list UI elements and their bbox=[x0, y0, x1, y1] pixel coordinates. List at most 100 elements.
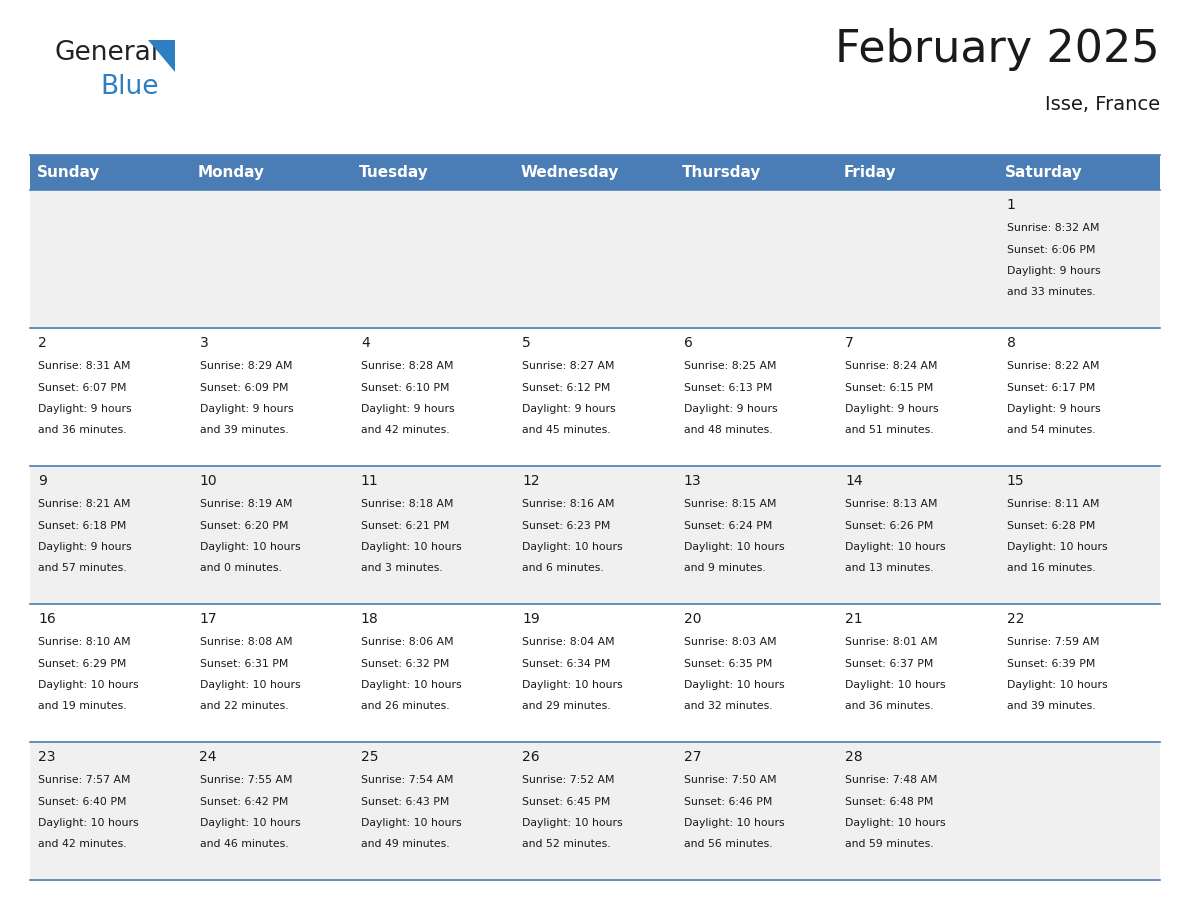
Text: and 0 minutes.: and 0 minutes. bbox=[200, 564, 282, 573]
Bar bbox=[514, 742, 676, 880]
Text: and 39 minutes.: and 39 minutes. bbox=[1006, 701, 1095, 711]
Text: Daylight: 9 hours: Daylight: 9 hours bbox=[200, 404, 293, 414]
Text: Daylight: 9 hours: Daylight: 9 hours bbox=[38, 404, 132, 414]
Text: Daylight: 9 hours: Daylight: 9 hours bbox=[684, 404, 777, 414]
Text: Monday: Monday bbox=[198, 165, 265, 180]
Bar bbox=[353, 328, 514, 466]
Text: and 42 minutes.: and 42 minutes. bbox=[38, 839, 127, 849]
Bar bbox=[676, 466, 838, 604]
Bar bbox=[999, 742, 1159, 880]
Text: Daylight: 10 hours: Daylight: 10 hours bbox=[523, 542, 623, 552]
Bar bbox=[30, 604, 191, 742]
Text: Sunrise: 8:10 AM: Sunrise: 8:10 AM bbox=[38, 637, 131, 647]
Text: 6: 6 bbox=[684, 336, 693, 351]
Text: 17: 17 bbox=[200, 612, 217, 626]
Text: Sunset: 6:37 PM: Sunset: 6:37 PM bbox=[845, 658, 934, 668]
Text: and 36 minutes.: and 36 minutes. bbox=[38, 425, 127, 435]
Bar bbox=[838, 328, 999, 466]
Text: 20: 20 bbox=[684, 612, 701, 626]
Bar bbox=[676, 604, 838, 742]
Text: Sunrise: 8:27 AM: Sunrise: 8:27 AM bbox=[523, 361, 615, 371]
Text: and 29 minutes.: and 29 minutes. bbox=[523, 701, 611, 711]
Bar bbox=[191, 742, 353, 880]
Text: 12: 12 bbox=[523, 475, 541, 488]
Text: and 22 minutes.: and 22 minutes. bbox=[200, 701, 289, 711]
Text: 18: 18 bbox=[361, 612, 379, 626]
Bar bbox=[999, 328, 1159, 466]
Text: Daylight: 9 hours: Daylight: 9 hours bbox=[1006, 266, 1100, 276]
Text: Daylight: 10 hours: Daylight: 10 hours bbox=[523, 680, 623, 690]
Text: Tuesday: Tuesday bbox=[359, 165, 429, 180]
Text: Sunrise: 7:52 AM: Sunrise: 7:52 AM bbox=[523, 775, 615, 785]
Text: Sunset: 6:39 PM: Sunset: 6:39 PM bbox=[1006, 658, 1095, 668]
Text: 23: 23 bbox=[38, 750, 56, 765]
Bar bbox=[191, 466, 353, 604]
Bar bbox=[514, 466, 676, 604]
Text: Sunrise: 8:19 AM: Sunrise: 8:19 AM bbox=[200, 499, 292, 509]
Text: Daylight: 9 hours: Daylight: 9 hours bbox=[845, 404, 939, 414]
Bar bbox=[676, 742, 838, 880]
Text: Daylight: 10 hours: Daylight: 10 hours bbox=[684, 542, 784, 552]
Text: and 26 minutes.: and 26 minutes. bbox=[361, 701, 449, 711]
Text: Sunset: 6:40 PM: Sunset: 6:40 PM bbox=[38, 797, 127, 807]
Text: Wednesday: Wednesday bbox=[520, 165, 619, 180]
Text: Sunrise: 8:21 AM: Sunrise: 8:21 AM bbox=[38, 499, 131, 509]
Text: Sunrise: 7:55 AM: Sunrise: 7:55 AM bbox=[200, 775, 292, 785]
Text: Sunset: 6:21 PM: Sunset: 6:21 PM bbox=[361, 521, 449, 531]
Text: Daylight: 10 hours: Daylight: 10 hours bbox=[200, 680, 301, 690]
Text: and 45 minutes.: and 45 minutes. bbox=[523, 425, 611, 435]
Text: Sunday: Sunday bbox=[37, 165, 100, 180]
Text: Sunset: 6:06 PM: Sunset: 6:06 PM bbox=[1006, 244, 1095, 254]
Bar bbox=[514, 604, 676, 742]
Text: and 32 minutes.: and 32 minutes. bbox=[684, 701, 772, 711]
Bar bbox=[353, 190, 514, 328]
Text: Sunset: 6:12 PM: Sunset: 6:12 PM bbox=[523, 383, 611, 393]
Text: 7: 7 bbox=[845, 336, 854, 351]
Text: Daylight: 10 hours: Daylight: 10 hours bbox=[200, 818, 301, 828]
Text: Sunrise: 8:08 AM: Sunrise: 8:08 AM bbox=[200, 637, 292, 647]
Text: and 54 minutes.: and 54 minutes. bbox=[1006, 425, 1095, 435]
Bar bbox=[353, 466, 514, 604]
Text: Daylight: 10 hours: Daylight: 10 hours bbox=[38, 818, 139, 828]
Text: Sunset: 6:23 PM: Sunset: 6:23 PM bbox=[523, 521, 611, 531]
Text: Sunrise: 7:57 AM: Sunrise: 7:57 AM bbox=[38, 775, 131, 785]
Text: 16: 16 bbox=[38, 612, 56, 626]
Text: and 51 minutes.: and 51 minutes. bbox=[845, 425, 934, 435]
Text: Daylight: 10 hours: Daylight: 10 hours bbox=[361, 542, 462, 552]
Bar bbox=[353, 742, 514, 880]
Text: and 59 minutes.: and 59 minutes. bbox=[845, 839, 934, 849]
Text: Saturday: Saturday bbox=[1005, 165, 1082, 180]
Text: Sunrise: 8:28 AM: Sunrise: 8:28 AM bbox=[361, 361, 454, 371]
Bar bbox=[191, 328, 353, 466]
Text: General: General bbox=[55, 40, 159, 66]
Bar bbox=[514, 328, 676, 466]
Text: Daylight: 10 hours: Daylight: 10 hours bbox=[684, 680, 784, 690]
Text: Daylight: 10 hours: Daylight: 10 hours bbox=[361, 818, 462, 828]
Text: and 33 minutes.: and 33 minutes. bbox=[1006, 287, 1095, 297]
Text: and 36 minutes.: and 36 minutes. bbox=[845, 701, 934, 711]
Text: Sunrise: 7:59 AM: Sunrise: 7:59 AM bbox=[1006, 637, 1099, 647]
Text: 13: 13 bbox=[684, 475, 701, 488]
Text: Sunrise: 8:29 AM: Sunrise: 8:29 AM bbox=[200, 361, 292, 371]
Text: 8: 8 bbox=[1006, 336, 1016, 351]
Text: 5: 5 bbox=[523, 336, 531, 351]
Text: Sunrise: 8:01 AM: Sunrise: 8:01 AM bbox=[845, 637, 937, 647]
Text: Sunset: 6:17 PM: Sunset: 6:17 PM bbox=[1006, 383, 1095, 393]
Text: Sunset: 6:29 PM: Sunset: 6:29 PM bbox=[38, 658, 126, 668]
Bar bbox=[999, 466, 1159, 604]
Bar bbox=[999, 190, 1159, 328]
Text: Friday: Friday bbox=[843, 165, 896, 180]
Text: Sunrise: 8:04 AM: Sunrise: 8:04 AM bbox=[523, 637, 615, 647]
Text: Blue: Blue bbox=[100, 74, 158, 100]
Text: Daylight: 9 hours: Daylight: 9 hours bbox=[1006, 404, 1100, 414]
Text: Sunrise: 8:13 AM: Sunrise: 8:13 AM bbox=[845, 499, 937, 509]
Bar bbox=[838, 190, 999, 328]
Text: and 49 minutes.: and 49 minutes. bbox=[361, 839, 449, 849]
Text: Sunrise: 8:25 AM: Sunrise: 8:25 AM bbox=[684, 361, 776, 371]
Text: Sunset: 6:42 PM: Sunset: 6:42 PM bbox=[200, 797, 287, 807]
Text: Sunrise: 8:22 AM: Sunrise: 8:22 AM bbox=[1006, 361, 1099, 371]
Text: and 16 minutes.: and 16 minutes. bbox=[1006, 564, 1095, 573]
Text: 27: 27 bbox=[684, 750, 701, 765]
Text: Sunrise: 8:18 AM: Sunrise: 8:18 AM bbox=[361, 499, 454, 509]
Text: and 39 minutes.: and 39 minutes. bbox=[200, 425, 289, 435]
